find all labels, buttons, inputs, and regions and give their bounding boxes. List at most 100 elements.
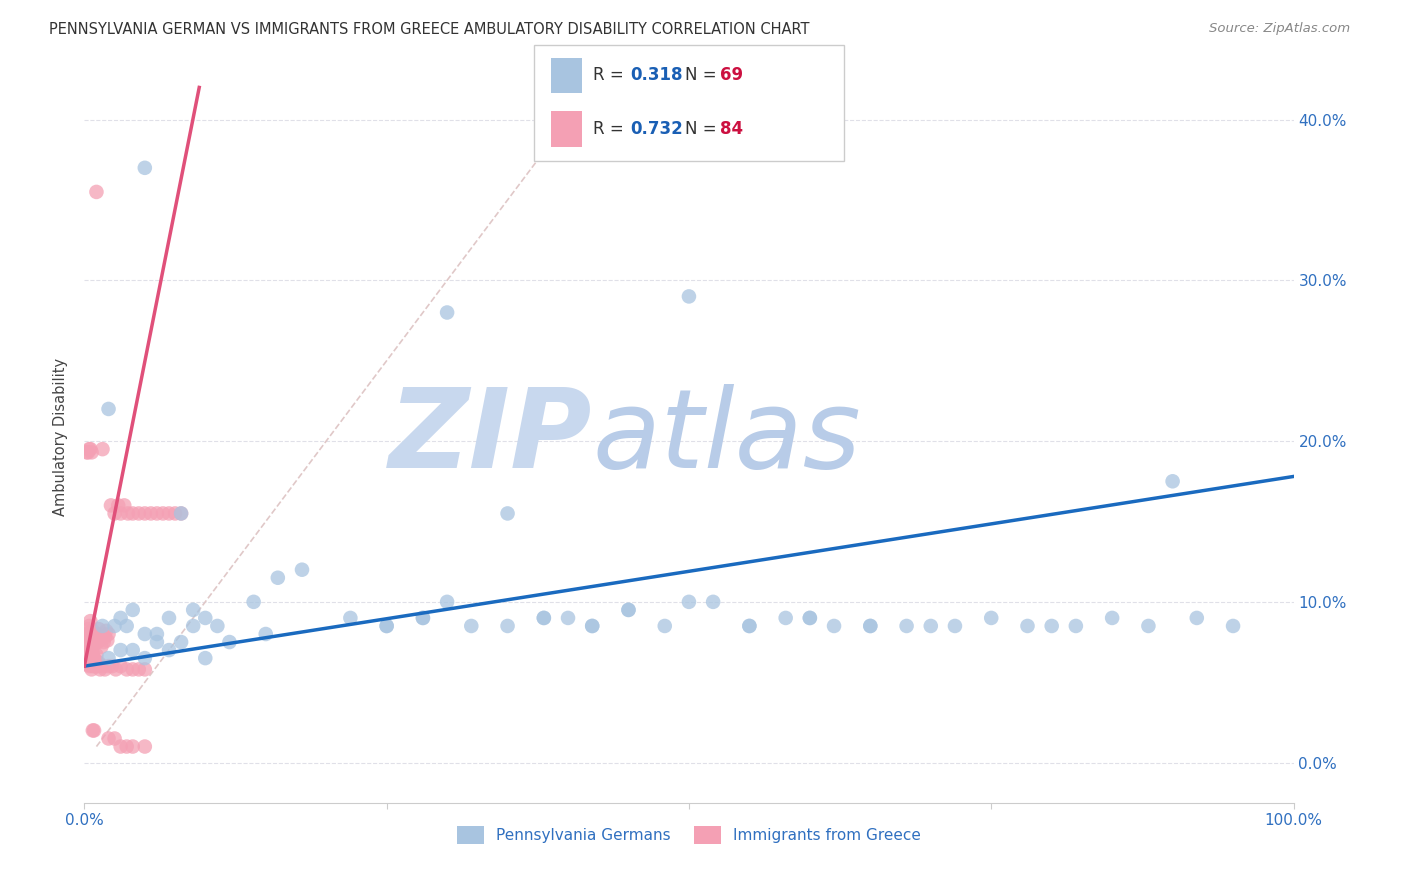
Point — [91, 659, 114, 673]
Text: atlas: atlas — [592, 384, 860, 491]
Point — [96, 633, 118, 648]
Point — [77, 654, 100, 668]
Point — [86, 654, 108, 668]
Point — [1222, 619, 1244, 633]
Point — [375, 619, 398, 633]
Point — [678, 289, 700, 303]
Point — [91, 627, 114, 641]
Point — [77, 445, 100, 459]
Text: ZIP: ZIP — [388, 384, 592, 491]
Text: PENNSYLVANIA GERMAN VS IMMIGRANTS FROM GREECE AMBULATORY DISABILITY CORRELATION : PENNSYLVANIA GERMAN VS IMMIGRANTS FROM G… — [49, 22, 810, 37]
Point — [291, 563, 314, 577]
Point — [97, 731, 120, 746]
Point — [90, 640, 112, 654]
Point — [82, 646, 104, 660]
Point — [76, 648, 98, 662]
Point — [97, 401, 120, 416]
Point — [77, 640, 100, 654]
Point — [702, 595, 724, 609]
Point — [77, 643, 100, 657]
Point — [775, 611, 797, 625]
Point — [77, 659, 100, 673]
Point — [76, 635, 98, 649]
Point — [110, 659, 132, 673]
Point — [79, 614, 101, 628]
Point — [91, 619, 114, 633]
Point — [104, 731, 127, 746]
Point — [146, 507, 169, 521]
Point — [79, 656, 101, 670]
Point — [75, 630, 97, 644]
Point — [82, 656, 104, 670]
Point — [823, 619, 845, 633]
Point — [76, 445, 98, 459]
Point — [80, 662, 103, 676]
Point — [134, 651, 156, 665]
Point — [80, 633, 103, 648]
Point — [87, 622, 110, 636]
Point — [79, 442, 101, 457]
Point — [170, 507, 193, 521]
Point — [617, 603, 640, 617]
Point — [1137, 619, 1160, 633]
Point — [134, 739, 156, 754]
Point — [581, 619, 603, 633]
Point — [1101, 611, 1123, 625]
Point — [115, 739, 138, 754]
Point — [84, 659, 107, 673]
Point — [859, 619, 882, 633]
Point — [97, 627, 120, 641]
Point — [107, 499, 129, 513]
Point — [128, 507, 150, 521]
Point — [87, 656, 110, 670]
Point — [218, 635, 240, 649]
Point — [77, 651, 100, 665]
Point — [77, 442, 100, 457]
Point — [339, 611, 361, 625]
Point — [139, 507, 162, 521]
Point — [207, 619, 229, 633]
Point — [254, 627, 277, 641]
Point — [799, 611, 821, 625]
Point — [83, 654, 105, 668]
Point — [77, 622, 100, 636]
Point — [1161, 475, 1184, 489]
Point — [194, 651, 217, 665]
Point — [738, 619, 761, 633]
Point — [1040, 619, 1063, 633]
Point — [86, 659, 108, 673]
Point — [82, 659, 104, 673]
Point — [617, 603, 640, 617]
Point — [89, 630, 111, 644]
Point — [104, 619, 127, 633]
Point — [157, 643, 180, 657]
Point — [86, 635, 108, 649]
Point — [678, 595, 700, 609]
Point — [76, 654, 98, 668]
Point — [80, 445, 103, 459]
Point — [920, 619, 942, 633]
Point — [83, 651, 105, 665]
Text: N =: N = — [685, 120, 721, 137]
Point — [375, 619, 398, 633]
Point — [128, 662, 150, 676]
Point — [89, 662, 111, 676]
Point — [799, 611, 821, 625]
Point — [86, 185, 108, 199]
Point — [115, 619, 138, 633]
Point — [146, 627, 169, 641]
Point — [412, 611, 434, 625]
Point — [654, 619, 676, 633]
Legend: Pennsylvania Germans, Immigrants from Greece: Pennsylvania Germans, Immigrants from Gr… — [450, 820, 928, 850]
Point — [533, 611, 555, 625]
Point — [896, 619, 918, 633]
Point — [75, 651, 97, 665]
Point — [134, 662, 156, 676]
Point — [101, 659, 124, 673]
Point — [181, 603, 204, 617]
Point — [146, 635, 169, 649]
Text: R =: R = — [593, 120, 630, 137]
Point — [267, 571, 290, 585]
Point — [94, 630, 117, 644]
Point — [84, 637, 107, 651]
